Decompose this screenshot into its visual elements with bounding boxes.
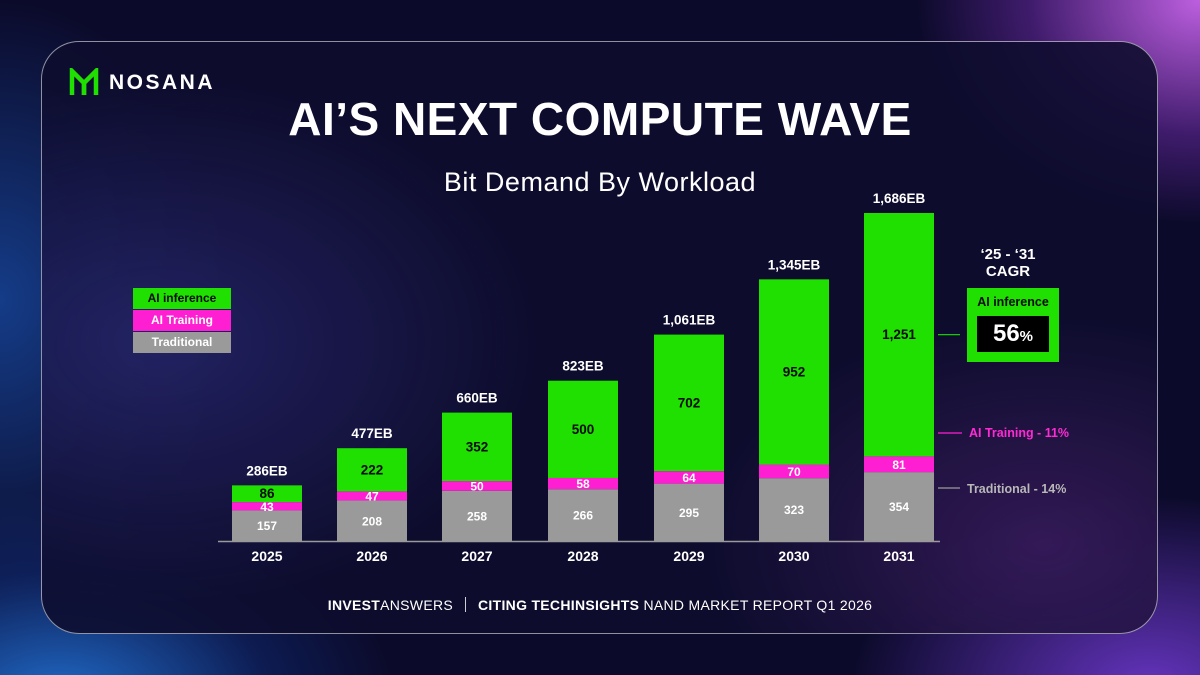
bar-traditional-2030: [759, 478, 829, 541]
x-tick-label-2027: 2027: [461, 548, 492, 564]
cagr-inference-label: AI inference: [977, 295, 1049, 309]
bar-ai-inference-2028: [548, 380, 618, 478]
value-label-traditional-2028: 266: [573, 509, 593, 523]
bar-ai-inference-2030: [759, 279, 829, 465]
cagr-inference-value: 56%: [977, 316, 1049, 352]
brand-name: NOSANA: [109, 71, 216, 94]
value-label-ai-training-2028: 58: [576, 477, 590, 491]
value-label-ai-inference-2029: 702: [678, 395, 701, 410]
bar-traditional-2031: [864, 472, 934, 541]
bar-ai-inference-2031: [864, 213, 934, 457]
x-tick-label-2029: 2029: [673, 548, 704, 564]
total-label-2031: 1,686EB: [873, 191, 926, 206]
cagr-inference-unit: %: [1019, 328, 1034, 345]
value-label-ai-training-2029: 64: [682, 471, 696, 485]
legend-item-ai-training: AI Training: [133, 310, 231, 331]
value-label-ai-inference-2028: 500: [572, 422, 595, 437]
legend-item-ai-inference: AI inference: [133, 288, 231, 309]
cagr-training-label: AI Training - 11%: [969, 426, 1070, 440]
x-tick-label-2025: 2025: [251, 548, 282, 564]
total-label-2025: 286EB: [246, 463, 288, 478]
value-label-traditional-2027: 258: [467, 509, 487, 523]
total-label-2028: 823EB: [562, 359, 604, 374]
cagr-inference-number: 56: [992, 320, 1020, 347]
value-label-traditional-2025: 157: [257, 519, 277, 533]
page-title: AI’S NEXT COMPUTE WAVE: [288, 93, 912, 145]
value-label-ai-training-2027: 50: [470, 479, 484, 493]
total-label-2030: 1,345EB: [768, 257, 821, 272]
value-label-ai-training-2030: 70: [787, 465, 801, 479]
chart-subtitle: Bit Demand By Workload: [443, 167, 757, 197]
bar-ai-inference-2026: [337, 448, 407, 492]
bar-ai-inference-2027: [442, 412, 512, 482]
value-label-traditional-2030: 323: [784, 503, 804, 517]
bar-ai-training-2029: [654, 471, 724, 484]
footer-source-bold: INVEST: [327, 597, 381, 613]
total-label-2026: 477EB: [351, 426, 393, 441]
footer-cite-bold: CITING TECHINSIGHTS: [478, 597, 640, 613]
bar-traditional-2025: [232, 510, 302, 541]
cagr-traditional-label: Traditional - 14%: [967, 482, 1067, 496]
value-label-ai-training-2026: 47: [365, 489, 379, 503]
chart-legend: AI inference AI Training Traditional: [133, 288, 231, 354]
value-label-ai-inference-2031: 1,251: [882, 327, 916, 342]
value-label-traditional-2026: 208: [362, 514, 382, 528]
bar-traditional-2026: [337, 500, 407, 541]
bar-ai-training-2031: [864, 456, 934, 473]
bar-ai-inference-2029: [654, 334, 724, 472]
bar-ai-training-2027: [442, 481, 512, 491]
bar-ai-training-2025: [232, 502, 302, 511]
value-label-ai-inference-2030: 952: [783, 364, 806, 379]
total-label-2029: 1,061EB: [663, 313, 716, 328]
x-tick-label-2031: 2031: [883, 548, 914, 564]
footer-divider: [465, 597, 467, 612]
footer-source-rest: ANSWERS: [380, 597, 454, 613]
cagr-heading-label: CAGR: [985, 263, 1031, 280]
bar-ai-training-2030: [759, 464, 829, 479]
footer-cite-rest: NAND MARKET REPORT Q1 2026: [639, 597, 873, 613]
bar-ai-training-2026: [337, 491, 407, 501]
bar-traditional-2027: [442, 490, 512, 541]
x-tick-label-2030: 2030: [778, 548, 809, 564]
value-label-ai-inference-2026: 222: [361, 462, 384, 477]
value-label-ai-inference-2027: 352: [466, 439, 489, 454]
cagr-heading-period: ‘25 - ‘31: [980, 246, 1036, 263]
cagr-heading: ‘25 - ‘31 CAGR: [960, 246, 1056, 280]
value-label-ai-inference-2025: 86: [259, 486, 275, 501]
total-label-2027: 660EB: [456, 391, 498, 406]
value-label-traditional-2031: 354: [889, 500, 909, 514]
brand-logo: NOSANA: [69, 68, 215, 98]
cagr-inference-box: AI inference 56%: [967, 288, 1059, 362]
x-tick-label-2026: 2026: [356, 548, 387, 564]
value-label-ai-training-2025: 43: [260, 500, 274, 514]
nosana-logo-icon: [69, 68, 99, 95]
bar-ai-inference-2025: [232, 485, 302, 503]
bar-ai-training-2028: [548, 477, 618, 490]
value-label-traditional-2029: 295: [679, 506, 699, 520]
bar-traditional-2028: [548, 489, 618, 541]
footer-source: INVESTANSWERS CITING TECHINSIGHTS NAND MA…: [0, 597, 1200, 613]
value-label-ai-training-2031: 81: [892, 458, 906, 472]
bar-traditional-2029: [654, 483, 724, 541]
x-tick-label-2028: 2028: [567, 548, 598, 564]
legend-item-traditional: Traditional: [133, 332, 231, 353]
